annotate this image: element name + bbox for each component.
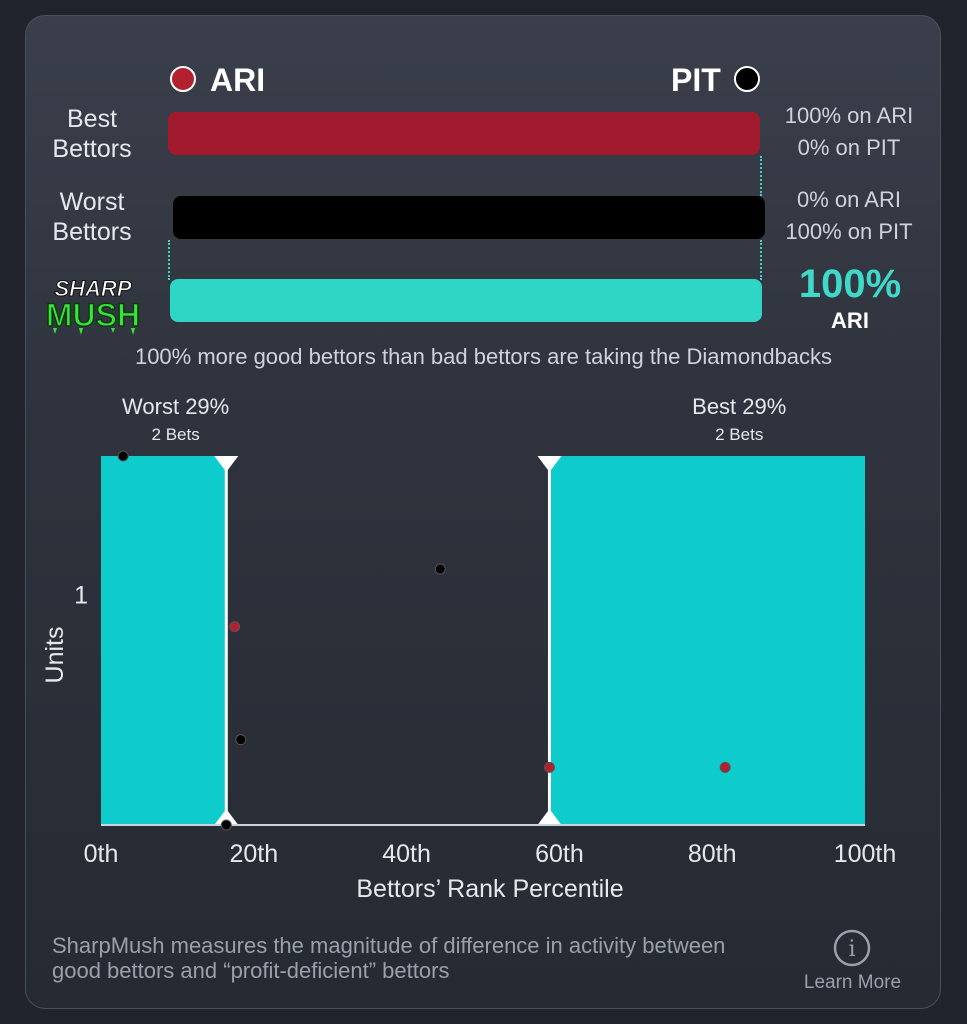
x-tick-0: 0th (84, 840, 119, 868)
x-tick-2: 40th (382, 840, 431, 868)
region-sublabel-1: 2 Bets (715, 425, 763, 444)
worst-pct-pit: 100% on PIT (785, 219, 913, 244)
best-bettors-percent: 100% on ARI 0% on PIT (764, 100, 934, 164)
summary-text: 100% more good bettors than bad bettors … (134, 344, 833, 369)
learn-more-button[interactable]: i Learn More (790, 928, 915, 998)
point-pit-0 (117, 450, 129, 462)
footer-note: SharpMush measures the magnitude of diff… (52, 933, 726, 983)
sharpmush-logo: SHARP MUSH (45, 276, 141, 335)
region-0 (101, 456, 227, 825)
point-pit-2 (434, 563, 446, 575)
sharpmush-bar (170, 279, 762, 322)
best-pct-ari: 100% on ARI (784, 103, 914, 128)
best-bettors-label: Best Bettors (22, 104, 162, 164)
x-tick-1: 20th (229, 840, 278, 868)
dotted-guide-left (168, 240, 170, 280)
logo-mush-text: MUSH (46, 297, 140, 333)
region-label-1: Best 29% (692, 394, 786, 419)
divider-bottom-marker-0 (214, 809, 239, 825)
point-pit-1 (235, 734, 247, 746)
point-ari-1 (543, 761, 555, 773)
logo-sharp-text: SHARP (54, 276, 131, 301)
dotted-guide-right-2 (760, 240, 762, 280)
region-sublabel-0: 2 Bets (152, 425, 200, 444)
x-axis-title: Bettors’ Rank Percentile (356, 875, 623, 903)
worst-pct-ari: 0% on ARI (797, 187, 901, 212)
region-label-0: Worst 29% (122, 394, 229, 419)
region-1 (549, 456, 865, 825)
divider-bottom-marker-1 (537, 809, 562, 825)
best-pct-pit: 0% on PIT (797, 135, 901, 160)
worst-label-line2: Bettors (52, 218, 132, 246)
learn-more-label: Learn More (803, 972, 902, 993)
best-label-line1: Best (66, 105, 118, 133)
info-glyph: i (848, 937, 855, 962)
divider-top-marker-0 (214, 456, 239, 472)
worst-label-line1: Worst (59, 188, 125, 216)
worst-bettors-percent: 0% on ARI 100% on PIT (764, 184, 934, 248)
team-right-label: PIT (671, 62, 721, 98)
x-tick-5: 100th (834, 840, 897, 868)
best-label-line2: Bettors (52, 135, 132, 163)
worst-bettors-label: Worst Bettors (22, 187, 162, 247)
y-tick-0: 1 (74, 581, 88, 609)
point-ari-0 (229, 621, 241, 633)
x-tick-3: 60th (535, 840, 584, 868)
point-pit-3 (220, 819, 232, 831)
sharpmush-percent: 100% (798, 262, 902, 306)
divider-top-marker-1 (537, 456, 562, 472)
dotted-guide-right-1 (760, 156, 762, 196)
rank-percentile-chart: Worst 29% 2 Bets Best 29% 2 Bets 0th 20th 40th… (41, 394, 897, 903)
info-icon: i (833, 929, 871, 967)
ari-color-dot (170, 66, 196, 92)
point-ari-2 (719, 761, 731, 773)
pit-color-dot (734, 66, 760, 92)
best-bettors-bar (168, 112, 760, 155)
y-axis-title: Units (41, 627, 69, 684)
team-left-label: ARI (210, 62, 266, 98)
x-tick-4: 80th (688, 840, 737, 868)
worst-bettors-bar (173, 196, 765, 239)
sharpmush-team: ARI (831, 308, 869, 333)
